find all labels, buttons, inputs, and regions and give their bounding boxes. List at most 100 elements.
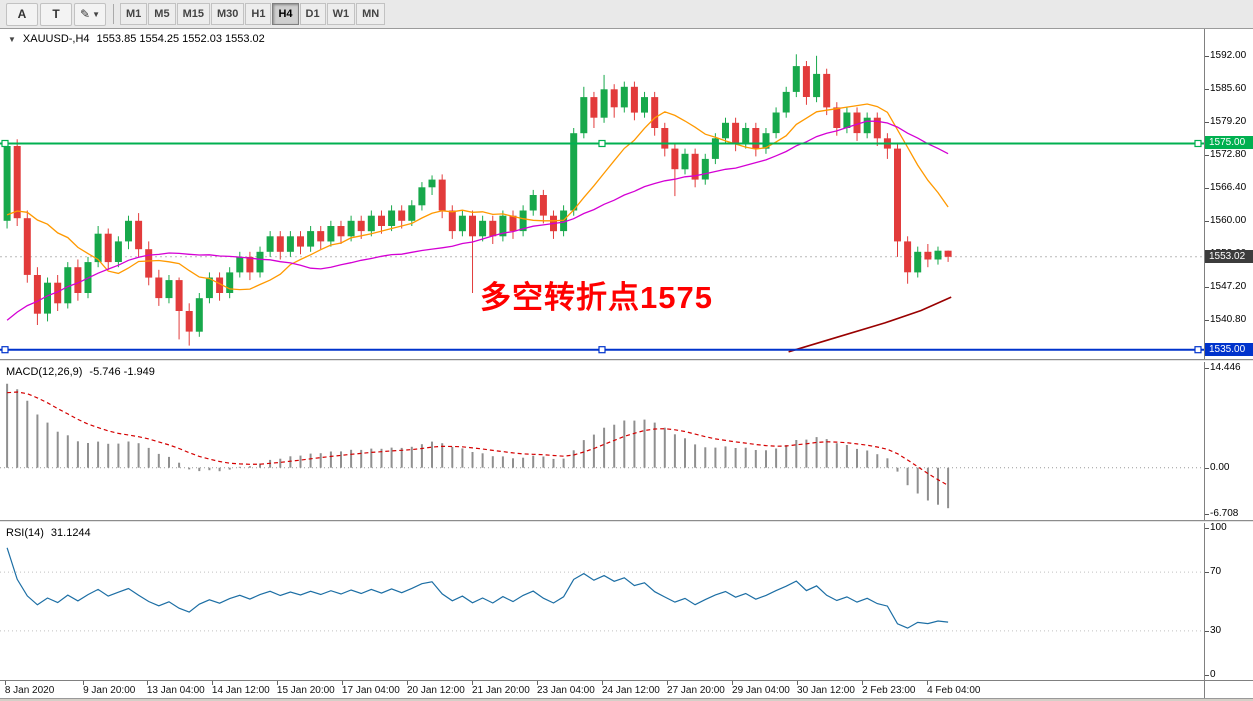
time-axis-label: 13 Jan 04:00 xyxy=(146,685,205,696)
chevron-down-icon: ▼ xyxy=(92,9,100,19)
time-axis-label: 29 Jan 04:00 xyxy=(732,685,790,696)
time-axis[interactable]: 8 Jan 2020 9 Jan 20:00 13 Jan 04:00 14 Jan … xyxy=(0,680,1204,698)
time-tick xyxy=(602,681,603,685)
price-axis-label: 1572.80 xyxy=(1210,148,1247,160)
price-axis-label: 1547.20 xyxy=(1210,280,1247,292)
time-tick xyxy=(341,681,343,685)
timeframe-button-m1[interactable]: M1 xyxy=(120,3,148,25)
axis-tick xyxy=(1205,630,1209,632)
axis-tick xyxy=(1205,528,1209,529)
timeframe-button-m30[interactable]: M30 xyxy=(210,3,245,25)
price-axis-label: 1560.00 xyxy=(1210,214,1247,226)
line-handle[interactable] xyxy=(598,346,606,354)
rsi-canvas[interactable] xyxy=(0,523,1204,680)
time-axis-label: 30 Jan 12:00 xyxy=(797,685,855,696)
text-tool-label: T xyxy=(52,7,60,21)
axis-tick xyxy=(1205,467,1209,469)
line-handle[interactable] xyxy=(1,139,9,148)
panel-separator[interactable] xyxy=(0,359,1253,362)
time-axis-label: 2 Feb 23:00 xyxy=(862,685,916,696)
price-axis[interactable]: 1592.00 1585.60 1579.20 1572.80 1566.40 1560.… xyxy=(1204,29,1253,359)
time-axis-label: 14 Jan 12:00 xyxy=(211,685,270,696)
line-handle[interactable] xyxy=(1194,346,1202,354)
time-axis-label: 24 Jan 12:00 xyxy=(602,685,660,696)
time-axis-label: 9 Jan 20:00 xyxy=(83,685,136,696)
slow-ma-line xyxy=(6,120,949,321)
macd-signal-line xyxy=(7,391,949,486)
timeframe-button-m5[interactable]: M5 xyxy=(148,3,176,25)
time-tick xyxy=(406,681,408,685)
axis-tick xyxy=(1205,187,1209,189)
axis-tick xyxy=(1205,319,1209,321)
rsi-axis-label: 100 xyxy=(1210,522,1227,533)
fast-ma-line xyxy=(6,103,949,291)
time-axis-label: 27 Jan 20:00 xyxy=(667,685,725,696)
price-axis-label: 1585.60 xyxy=(1210,82,1247,94)
price-axis-label: 1566.40 xyxy=(1210,181,1247,193)
timeframe-button-m15[interactable]: M15 xyxy=(176,3,210,25)
macd-axis-label: -6.708 xyxy=(1210,508,1239,519)
rsi-axis-label: 30 xyxy=(1210,624,1222,636)
time-axis-label: 21 Jan 20:00 xyxy=(471,685,530,696)
time-axis-label: 4 Feb 04:00 xyxy=(927,685,981,696)
rsi-line xyxy=(6,547,949,629)
timeframe-button-w1[interactable]: W1 xyxy=(326,3,356,25)
pencil-icon: ✎ xyxy=(80,7,91,21)
time-tick xyxy=(4,681,6,685)
macd-axis-label: 0.00 xyxy=(1210,461,1230,473)
axis-tick xyxy=(1205,572,1209,574)
time-axis-label: 17 Jan 04:00 xyxy=(341,685,400,696)
axis-tick xyxy=(1205,368,1209,369)
time-tick xyxy=(146,681,148,685)
text-arrow-tool-button[interactable]: A xyxy=(6,2,38,26)
macd-axis-label: 14.446 xyxy=(1210,362,1241,373)
axis-tick xyxy=(1205,88,1209,90)
time-tick xyxy=(471,681,473,685)
time-axis-label: 8 Jan 2020 xyxy=(4,685,55,696)
current-price-tag: 1553.02 xyxy=(1205,249,1253,263)
rsi-axis-label: 0 xyxy=(1210,669,1216,680)
text-arrow-tool-label: A xyxy=(17,7,27,21)
timeframe-button-h4[interactable]: H4 xyxy=(272,3,299,25)
axis-tick xyxy=(1205,675,1209,676)
timeframe-button-d1[interactable]: D1 xyxy=(299,3,326,25)
macd-axis: 14.446 0.00 -6.708 xyxy=(1204,362,1253,520)
time-axis-label: 23 Jan 04:00 xyxy=(536,685,595,696)
rsi-axis-label: 70 xyxy=(1210,566,1222,578)
axis-tick xyxy=(1205,55,1209,57)
time-axis-corner xyxy=(1204,680,1253,698)
time-tick xyxy=(536,681,538,685)
macd-canvas[interactable] xyxy=(0,362,1204,520)
line-handle[interactable] xyxy=(598,139,606,148)
timeframe-button-h1[interactable]: H1 xyxy=(245,3,272,25)
time-tick xyxy=(797,681,799,685)
chart-annotation-text: 多空转折点1575 xyxy=(480,280,713,315)
main-chart-panel[interactable]: ▼ XAUUSD-,H4 1553.85 1554.25 1552.03 155… xyxy=(0,29,1204,359)
timeframe-button-mn[interactable]: MN xyxy=(356,3,386,25)
rsi-axis: 100 70 30 0 xyxy=(1204,522,1253,680)
time-tick xyxy=(862,681,864,685)
long-ma-line xyxy=(788,296,952,353)
toolbar-separator xyxy=(113,4,114,24)
drawing-color-dropdown-button[interactable]: ✎ ▼ xyxy=(74,2,106,26)
time-axis-label: 15 Jan 20:00 xyxy=(276,685,335,696)
toolbar: A T ✎ ▼ M1 M5 M15 M30 H1 H4 D1 W1 MN xyxy=(0,0,1253,29)
panel-separator[interactable] xyxy=(0,520,1253,523)
price-line-tag: 1535.00 xyxy=(1205,342,1253,356)
axis-tick xyxy=(1205,121,1209,123)
macd-panel[interactable]: MACD(12,26,9) -5.746 -1.949 xyxy=(0,362,1204,520)
axis-tick xyxy=(1205,154,1209,156)
time-tick xyxy=(927,681,929,685)
line-handle[interactable] xyxy=(1194,139,1202,148)
rsi-panel[interactable]: RSI(14) 31.1244 xyxy=(0,523,1204,680)
text-tool-button[interactable]: T xyxy=(40,2,72,26)
axis-tick xyxy=(1205,514,1209,515)
line-handle[interactable] xyxy=(1,346,9,354)
time-tick xyxy=(667,681,669,685)
main-chart-canvas[interactable] xyxy=(0,29,1204,359)
price-axis-label: 1540.80 xyxy=(1210,313,1247,325)
axis-tick xyxy=(1205,286,1209,288)
price-line-tag: 1575.00 xyxy=(1205,136,1253,150)
time-tick xyxy=(276,681,278,685)
